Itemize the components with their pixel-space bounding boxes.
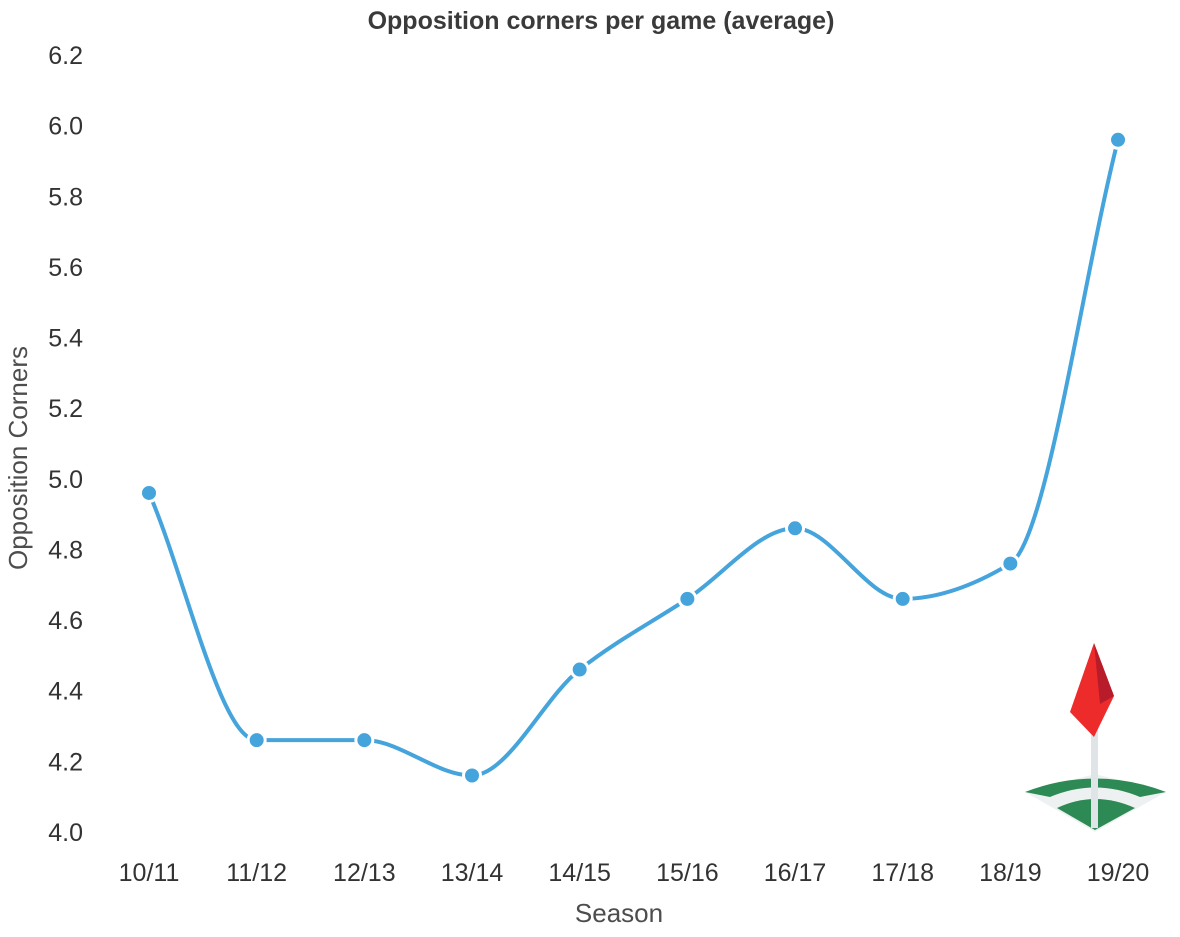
y-tick-label: 5.8 (48, 183, 83, 211)
y-tick-label: 4.4 (48, 678, 83, 706)
x-tick-label: 11/12 (226, 859, 287, 887)
x-axis-ticks: 10/11 11/12 12/13 13/14 14/15 15/16 16/17 17/18… (119, 859, 1150, 887)
chart-title: Opposition corners per game (average) (368, 7, 835, 35)
series-line (147, 137, 1121, 778)
y-tick-label: 6.2 (48, 42, 83, 70)
data-point-10-11 (139, 482, 159, 503)
x-tick-label: 13/14 (441, 859, 504, 887)
y-tick-label: 5.6 (48, 254, 83, 282)
x-tick-label: 14/15 (548, 859, 611, 887)
y-tick-label: 5.4 (48, 325, 83, 353)
data-point-15-16 (677, 588, 698, 609)
y-tick-label: 4.2 (48, 748, 83, 776)
y-tick-label: 4.8 (48, 536, 83, 564)
y-tick-label: 5.0 (48, 466, 83, 494)
series-points (139, 129, 1129, 786)
x-tick-label: 15/16 (656, 859, 719, 887)
y-tick-label: 4.0 (48, 819, 83, 847)
x-axis-label: Season (575, 898, 663, 928)
data-point-13-14 (462, 765, 483, 786)
data-point-19-20 (1108, 129, 1129, 150)
y-tick-label: 6.0 (48, 113, 83, 141)
x-tick-label: 17/18 (871, 859, 934, 887)
data-point-18-19 (1000, 553, 1021, 574)
data-point-11-12 (246, 730, 267, 751)
data-point-17-18 (892, 588, 913, 609)
corner-flag-icon (1025, 643, 1166, 832)
y-axis-label: Opposition Corners (3, 346, 33, 570)
x-tick-label: 16/17 (764, 859, 827, 887)
data-point-14-15 (569, 659, 590, 680)
x-tick-label: 18/19 (979, 859, 1042, 887)
y-tick-label: 5.2 (48, 395, 83, 423)
x-tick-label: 12/13 (333, 859, 396, 887)
y-axis-ticks: 4.0 4.2 4.4 4.6 4.8 5.0 5.2 5.4 5.6 5.8 6.0 6.2 (48, 42, 83, 847)
data-point-12-13 (354, 730, 375, 751)
x-tick-label: 10/11 (119, 859, 180, 887)
y-tick-label: 4.6 (48, 607, 83, 635)
x-tick-label: 19/20 (1087, 859, 1150, 887)
data-point-16-17 (785, 518, 806, 539)
